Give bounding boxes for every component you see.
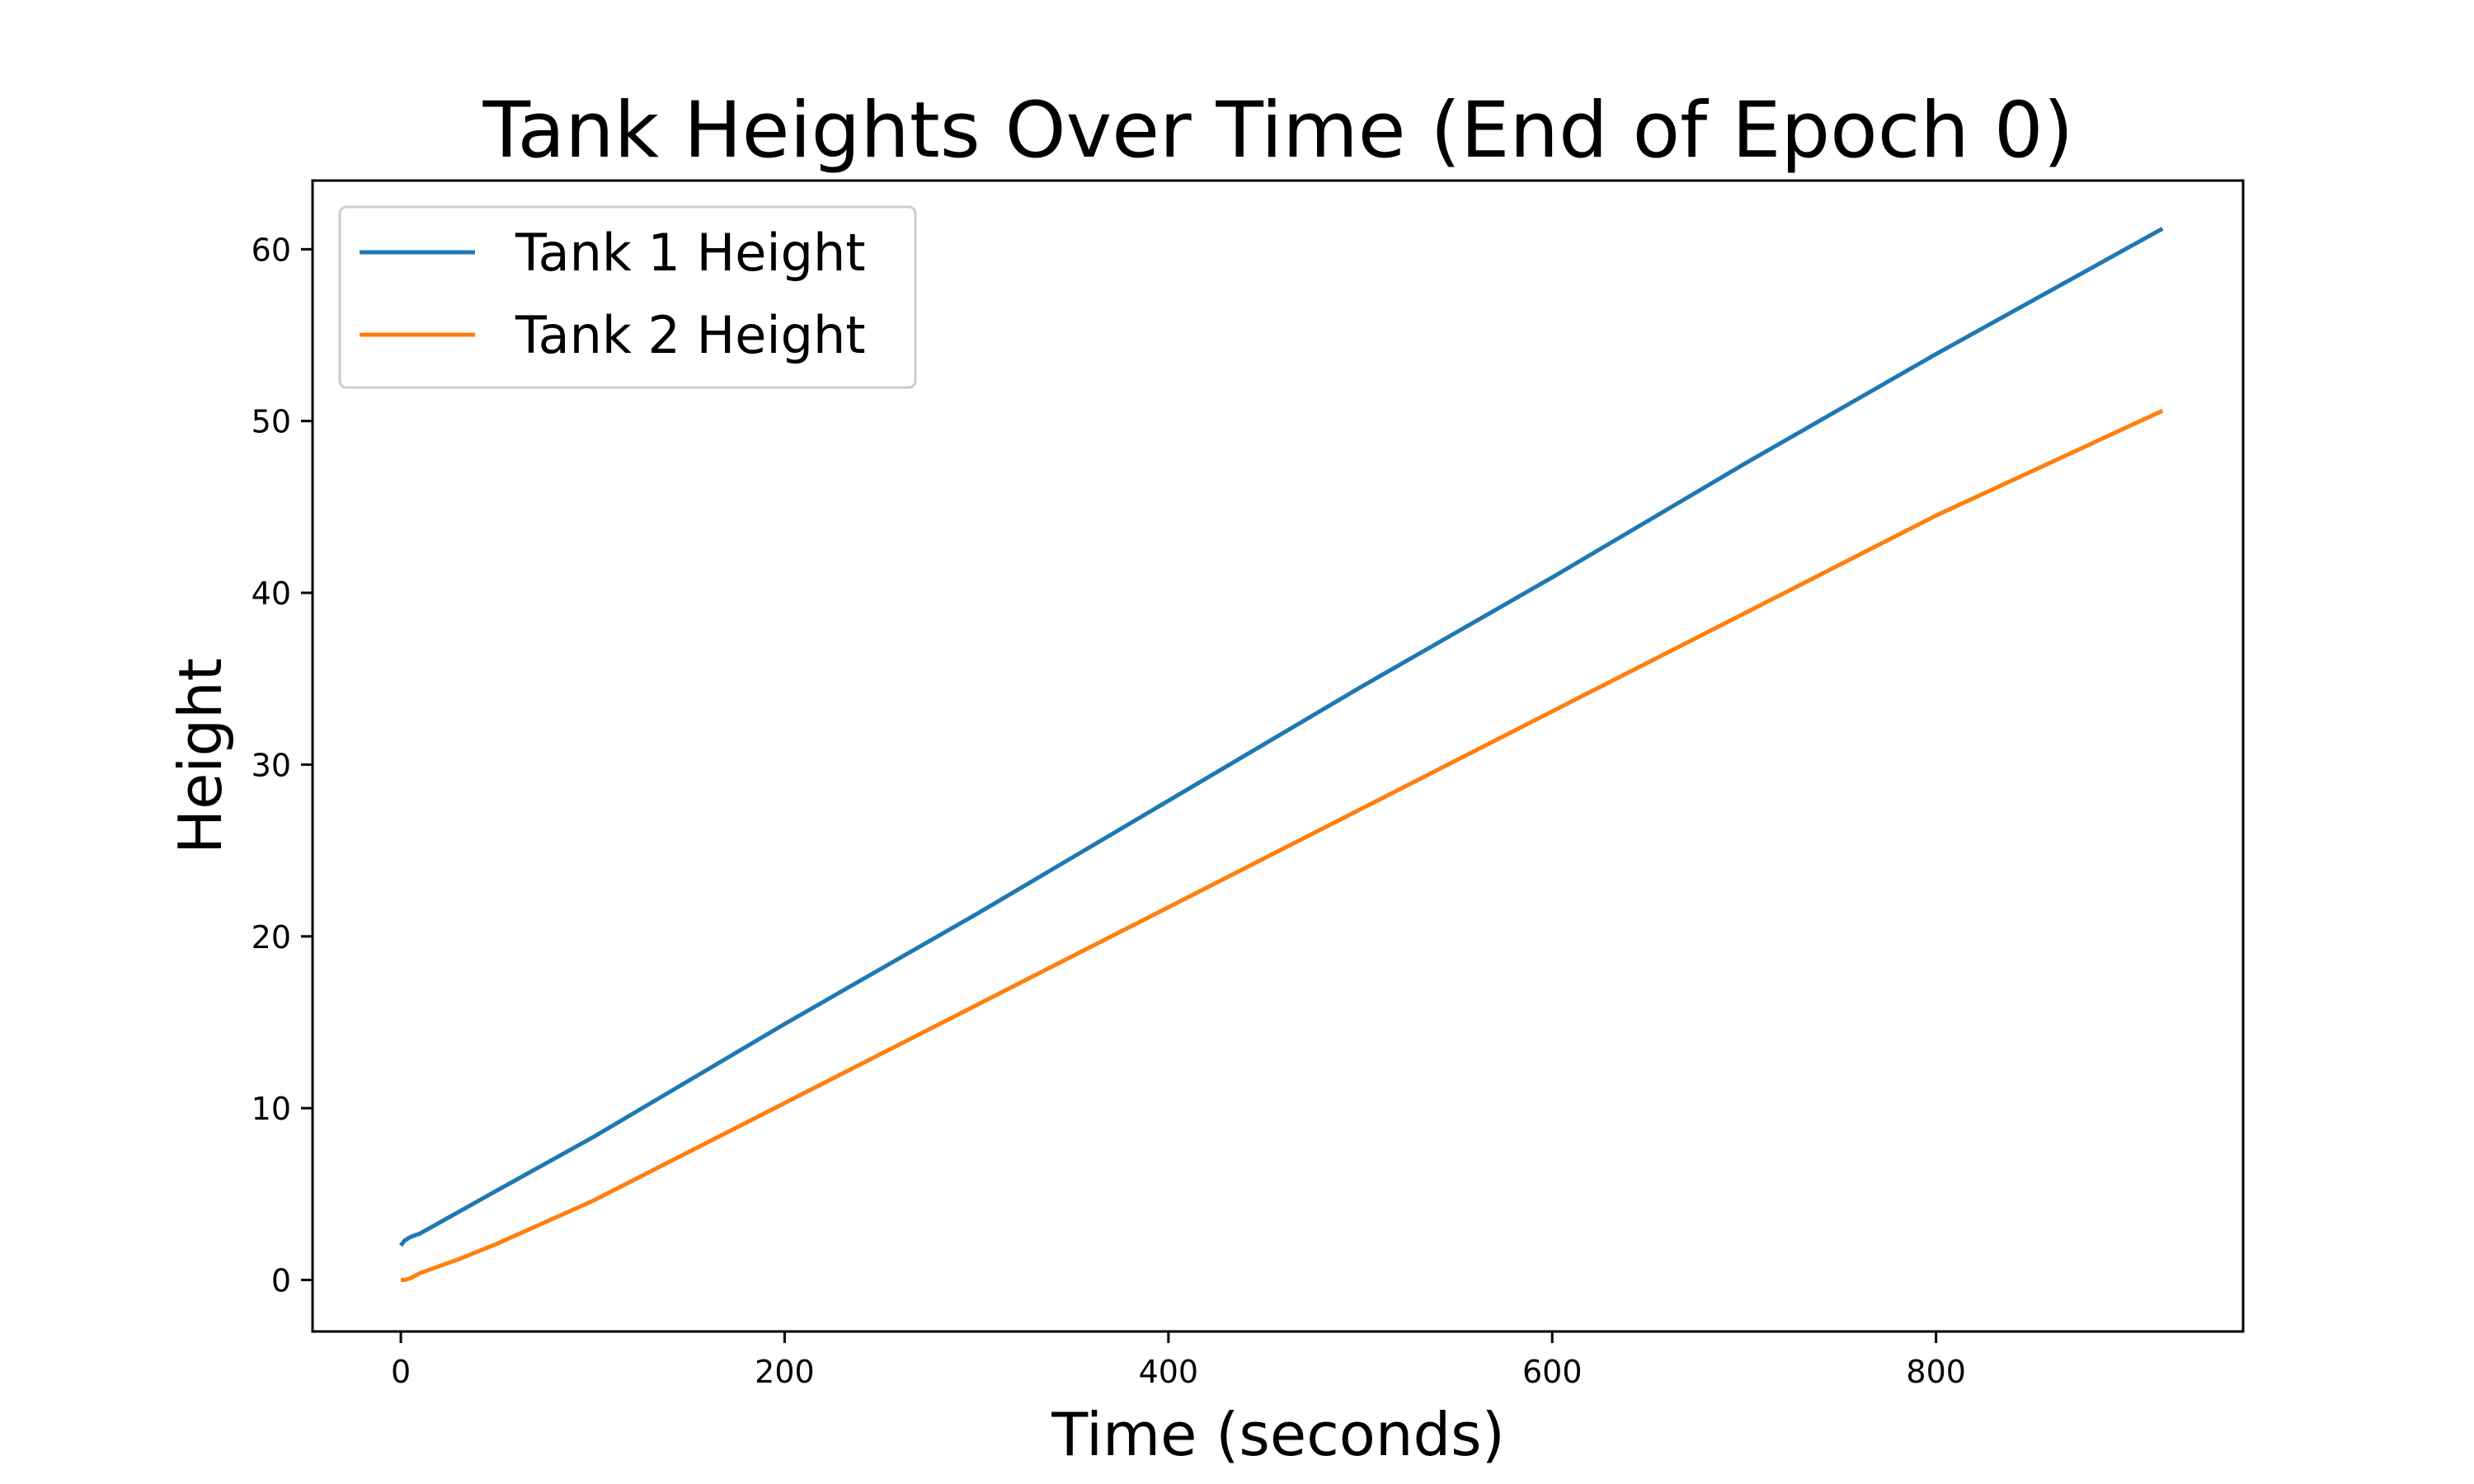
y-tick-label: 30 — [252, 747, 291, 783]
legend-label-tank-1: Tank 1 Height — [515, 223, 866, 283]
y-tick-label: 20 — [252, 919, 291, 956]
y-tick-label: 40 — [252, 575, 291, 612]
y-tick-label: 0 — [271, 1262, 291, 1298]
y-tick-label: 50 — [252, 404, 291, 440]
y-axis-label: Height — [166, 658, 235, 854]
x-axis-ticks: 0 200 400 600 800 — [391, 1331, 1966, 1390]
series-line-tank-2 — [401, 408, 2164, 1282]
x-tick-label: 800 — [1906, 1354, 1966, 1390]
x-tick-label: 400 — [1139, 1354, 1199, 1390]
y-axis-ticks: 0 10 20 30 40 50 60 — [252, 232, 313, 1298]
legend-box — [338, 205, 917, 389]
y-tick-label: 60 — [252, 232, 291, 268]
legend-label-tank-2: Tank 2 Height — [515, 305, 866, 365]
series-lines — [399, 227, 2164, 1282]
x-axis-label: Time (seconds) — [1051, 1400, 1505, 1469]
x-tick-label: 200 — [755, 1354, 815, 1390]
plot-frame — [311, 179, 2245, 1333]
legend: Tank 1 Height Tank 2 Height — [338, 205, 917, 389]
x-tick-label: 0 — [391, 1354, 411, 1390]
y-tick-label: 10 — [252, 1091, 291, 1127]
chart-title: Tank Heights Over Time (End of Epoch 0) — [482, 86, 2074, 176]
x-tick-label: 600 — [1522, 1354, 1583, 1390]
series-line-tank-1 — [399, 227, 2164, 1247]
